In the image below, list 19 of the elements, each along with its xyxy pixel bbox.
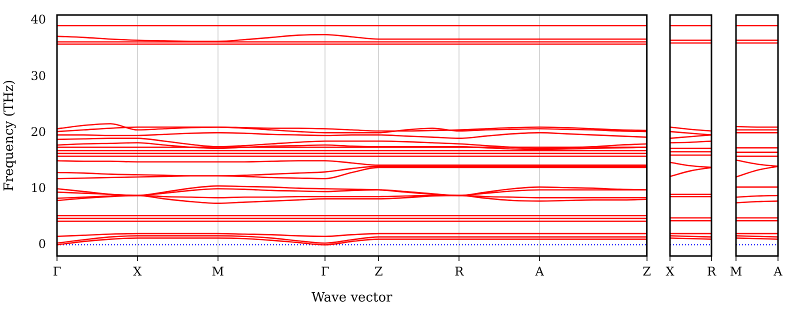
x-tick-label: M <box>212 264 224 278</box>
y-tick-label: 30 <box>30 68 46 83</box>
x-tick-label: Z <box>374 264 383 278</box>
x-axis-title: Wave vector <box>312 290 394 306</box>
y-tick-label: 10 <box>30 180 46 195</box>
y-axis-title: Frequency (THz) <box>2 80 18 192</box>
y-tick-label: 40 <box>30 12 46 27</box>
x-tick-label: R <box>454 264 465 278</box>
x-tick-label: X <box>133 264 142 278</box>
x-tick-label: A <box>534 264 544 278</box>
x-tick-label: A <box>772 264 783 278</box>
x-tick-label: Z <box>642 264 652 278</box>
x-tick-label: X <box>666 264 675 278</box>
x-tick-label: R <box>706 264 717 278</box>
x-tick-label: Γ <box>320 264 330 278</box>
y-tick-label: 20 <box>30 124 46 139</box>
y-tick-label: 0 <box>38 236 46 251</box>
x-tick-label: M <box>730 264 742 278</box>
x-tick-label: Γ <box>52 264 62 278</box>
